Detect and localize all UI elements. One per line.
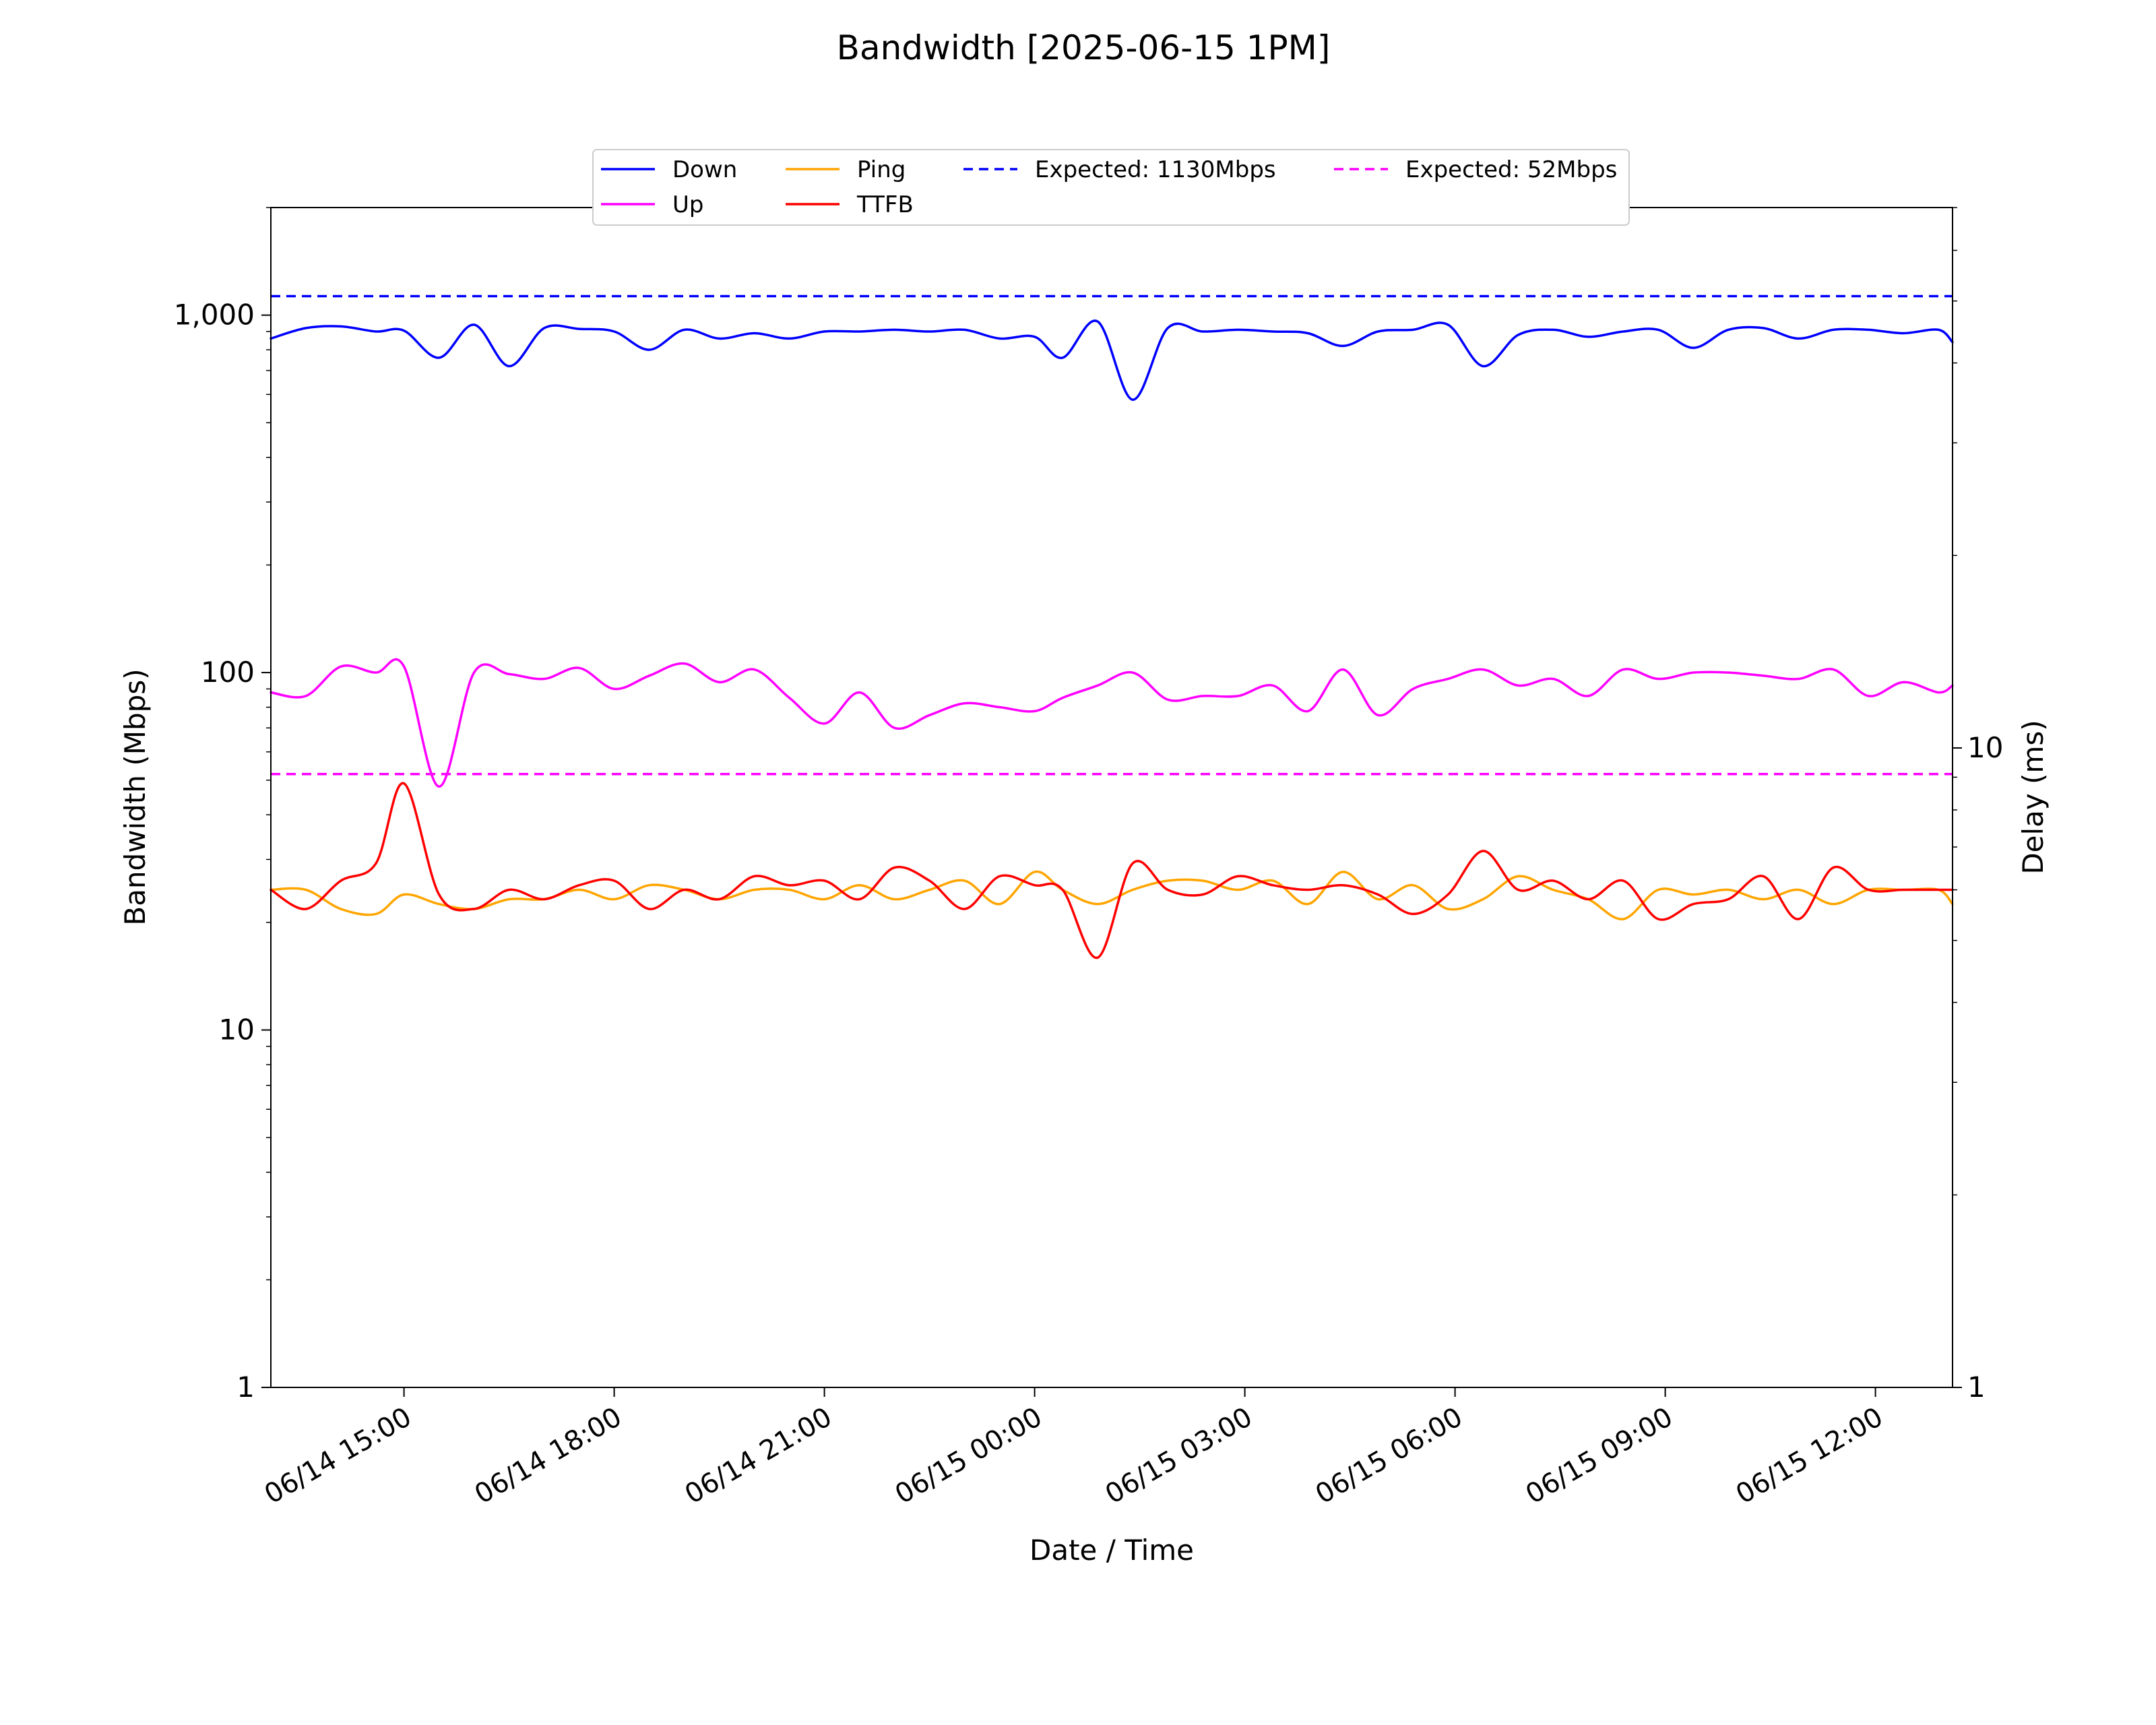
y-tick-label: 100 xyxy=(201,656,255,689)
y-tick-label: 1 xyxy=(236,1371,255,1404)
y-tick-label: 1,000 xyxy=(174,299,255,332)
series-layer xyxy=(270,294,1954,959)
legend-label-ping: Ping xyxy=(857,156,906,183)
legend-label-ttfb: TTFB xyxy=(856,191,914,218)
chart-title: Bandwidth [2025-06-15 1PM] xyxy=(837,28,1331,67)
series-line-ttfb xyxy=(270,782,1954,959)
legend: Down Up Ping TTFB Expected: 1130Mbps Expected… xyxy=(592,149,1630,226)
y2-tick-label: 1 xyxy=(1967,1371,1986,1404)
legend-label-expected-1130mbps: Expected: 1130Mbps xyxy=(1035,156,1276,183)
legend-label-expected-52mbps: Expected: 52Mbps xyxy=(1405,156,1617,183)
legend-label-down: Down xyxy=(672,156,737,183)
y2-axis-label: Delay (ms) xyxy=(2017,720,2050,874)
legend-items: Down Up Ping TTFB Expected: 1130Mbps Expected… xyxy=(601,156,1617,218)
series-line-down xyxy=(270,319,1954,401)
y-tick-label: 10 xyxy=(219,1013,255,1046)
y-axis-label: Bandwidth (Mbps) xyxy=(119,668,152,925)
legend-label-up: Up xyxy=(672,191,703,218)
y2-tick-label: 10 xyxy=(1967,731,2003,764)
series-line-up xyxy=(270,658,1954,788)
x-axis-label: Date / Time xyxy=(1029,1534,1194,1567)
